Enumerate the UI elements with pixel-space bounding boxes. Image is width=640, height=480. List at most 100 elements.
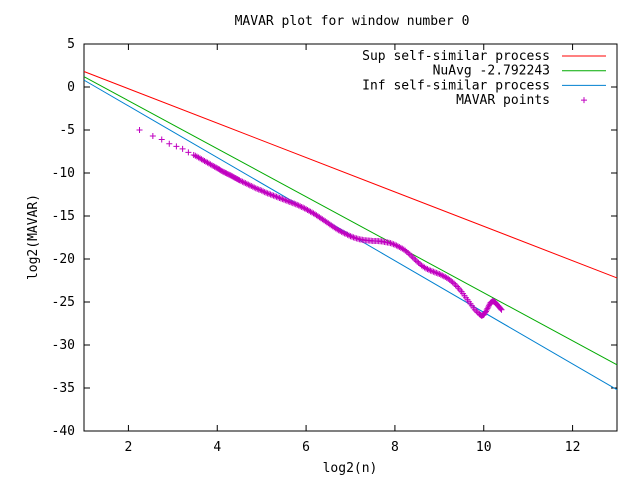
data-point — [482, 309, 489, 316]
data-point — [245, 181, 252, 188]
x-tick-label: 12 — [565, 440, 581, 455]
data-point — [279, 196, 286, 203]
data-point — [185, 149, 192, 156]
data-point — [350, 234, 357, 241]
data-point — [252, 185, 259, 192]
data-point — [242, 180, 249, 187]
data-point — [208, 162, 215, 169]
x-axis-label: log2(n) — [323, 461, 378, 476]
data-point — [408, 252, 415, 259]
y-tick-label: -20 — [52, 252, 75, 267]
data-point — [298, 203, 305, 210]
data-point — [390, 241, 397, 248]
data-point — [340, 229, 347, 236]
data-point — [274, 194, 281, 201]
data-point — [263, 189, 270, 196]
legend-label: Sup self-similar process — [362, 49, 550, 64]
plot-frame — [83, 43, 618, 432]
data-point — [482, 308, 489, 315]
data-point — [412, 257, 419, 264]
y-tick-label: 0 — [67, 80, 75, 95]
data-point — [497, 305, 504, 312]
data-point — [485, 304, 492, 311]
chart-title: MAVAR plot for window number 0 — [235, 14, 470, 29]
data-point — [236, 177, 243, 184]
data-point — [292, 201, 299, 208]
data-point — [254, 185, 261, 192]
data-point — [237, 178, 244, 185]
data-point — [452, 282, 459, 289]
data-point — [427, 267, 434, 274]
data-point — [248, 183, 255, 190]
x-tick-label: 10 — [476, 440, 492, 455]
data-point — [288, 199, 295, 206]
data-point — [411, 255, 418, 262]
y-tick-label: -30 — [52, 338, 75, 353]
data-point — [425, 266, 432, 273]
x-tick-label: 2 — [125, 440, 133, 455]
data-point — [291, 200, 298, 207]
data-point — [343, 231, 350, 238]
x-axis-ticks: 2 4 6 8 10 12 — [125, 44, 581, 455]
series-layer — [83, 71, 618, 391]
data-point — [300, 204, 307, 211]
y-tick-label: -5 — [59, 123, 75, 138]
data-point — [136, 127, 143, 133]
data-point — [471, 306, 478, 313]
data-point — [280, 196, 287, 203]
data-point — [166, 140, 173, 147]
data-point — [246, 182, 253, 189]
x-tick-label: 6 — [302, 440, 310, 455]
data-point — [286, 198, 293, 205]
data-point — [258, 187, 265, 194]
data-point — [297, 203, 304, 210]
data-point — [270, 192, 277, 199]
data-point — [393, 242, 400, 249]
data-point — [210, 162, 217, 169]
data-point — [406, 251, 413, 258]
data-point — [271, 193, 278, 200]
data-point — [264, 190, 271, 197]
data-point — [344, 231, 351, 238]
data-point — [239, 178, 246, 185]
y-tick-label: -25 — [52, 295, 75, 310]
data-point — [431, 269, 438, 276]
data-point — [338, 228, 345, 235]
data-point — [249, 183, 256, 190]
data-point — [348, 233, 355, 240]
data-point — [415, 259, 422, 266]
mavar-points — [136, 127, 505, 319]
legend-label: MAVAR points — [456, 93, 550, 108]
y-tick-label: -40 — [52, 424, 75, 439]
data-point — [451, 280, 458, 287]
series-line — [83, 71, 618, 279]
data-point — [423, 265, 430, 272]
data-point — [346, 232, 353, 239]
data-point — [179, 145, 186, 152]
data-point — [484, 305, 491, 312]
data-point — [388, 240, 395, 247]
legend-marker — [581, 97, 587, 104]
data-point — [403, 248, 410, 255]
data-point — [433, 269, 440, 276]
y-tick-label: -15 — [52, 209, 75, 224]
data-point — [436, 271, 443, 278]
data-point — [251, 184, 258, 191]
data-point — [295, 202, 302, 209]
data-point — [428, 268, 435, 275]
data-point — [387, 240, 394, 247]
data-point — [273, 193, 280, 200]
data-point — [414, 258, 421, 265]
legend-label: Inf self-similar process — [362, 78, 550, 93]
data-point — [276, 194, 283, 201]
y-axis-label: log2(MAVAR) — [26, 194, 41, 280]
y-tick-label: -10 — [52, 166, 75, 181]
y-tick-label: 5 — [67, 37, 75, 52]
data-point — [483, 307, 490, 314]
data-point — [405, 249, 412, 256]
y-tick-label: -35 — [52, 381, 75, 396]
data-point — [149, 133, 156, 140]
data-point — [243, 180, 250, 187]
data-point — [260, 188, 267, 195]
